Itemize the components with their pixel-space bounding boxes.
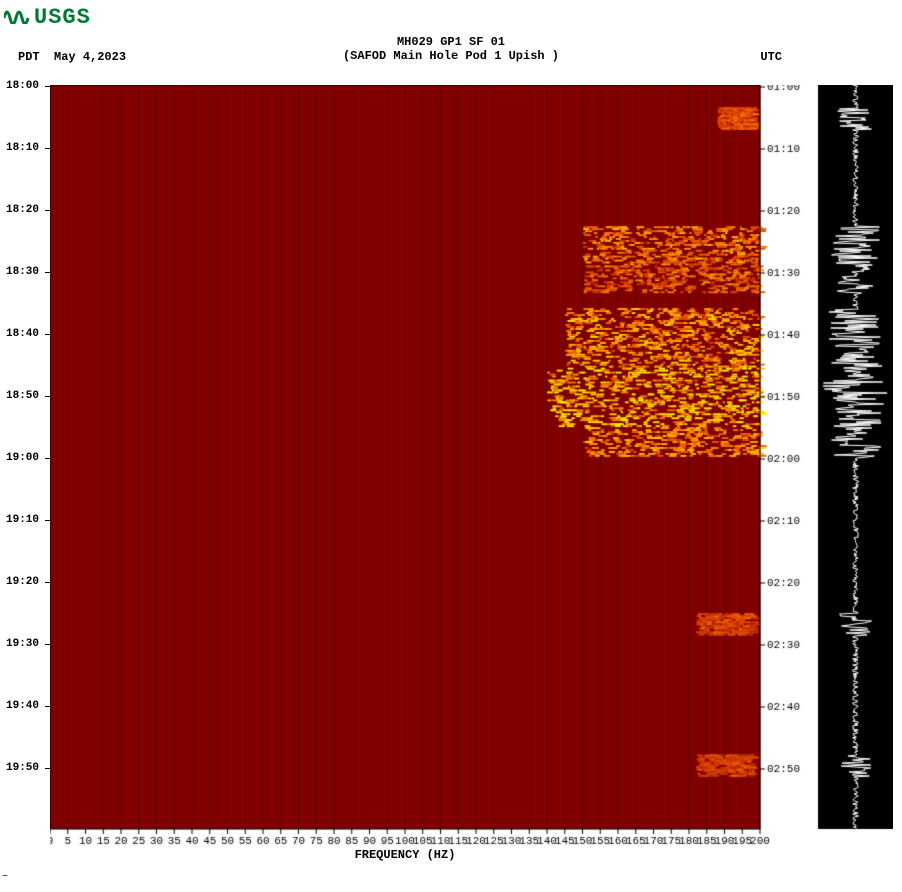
y-tick-left: 19:30: [6, 638, 39, 650]
x-axis-label: FREQUENCY (HZ): [50, 848, 760, 862]
y-tick-left: 18:20: [6, 204, 39, 216]
y-tick-left: 18:40: [6, 328, 39, 340]
y-tick-left: 19:40: [6, 700, 39, 712]
timezone-right: UTC: [760, 50, 782, 64]
usgs-logo-text: USGS: [34, 5, 91, 30]
y-tick-left: 18:50: [6, 390, 39, 402]
usgs-logo: USGS: [4, 4, 91, 31]
y-tick-left: 19:50: [6, 762, 39, 774]
y-tick-left: 18:00: [6, 80, 39, 92]
spectrogram-chart: [50, 85, 893, 851]
y-tick-left: 18:30: [6, 266, 39, 278]
y-tick-left: 19:20: [6, 576, 39, 588]
corner-mark: ~: [2, 872, 8, 883]
y-tick-left: 19:00: [6, 452, 39, 464]
usgs-wave-icon: [4, 4, 30, 31]
y-tick-left: 18:10: [6, 142, 39, 154]
y-tick-left: 19:10: [6, 514, 39, 526]
title-line-1: MH029 GP1 SF 01: [0, 35, 902, 49]
